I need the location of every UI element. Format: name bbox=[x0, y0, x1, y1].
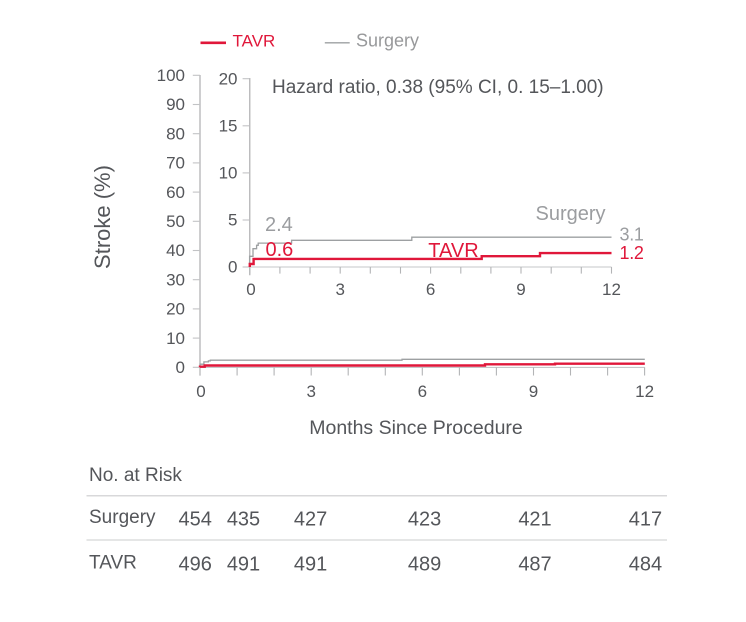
svg-text:6: 6 bbox=[418, 382, 427, 401]
svg-text:Months Since Procedure: Months Since Procedure bbox=[309, 417, 523, 439]
svg-text:487: 487 bbox=[518, 554, 551, 576]
svg-text:90: 90 bbox=[166, 95, 185, 114]
svg-text:9: 9 bbox=[516, 280, 525, 299]
svg-text:417: 417 bbox=[629, 509, 662, 531]
svg-text:427: 427 bbox=[294, 509, 327, 531]
svg-text:3.1: 3.1 bbox=[620, 224, 644, 244]
svg-text:Stroke (%): Stroke (%) bbox=[90, 165, 115, 269]
svg-text:12: 12 bbox=[602, 280, 621, 299]
svg-text:1.2: 1.2 bbox=[620, 243, 644, 263]
svg-text:80: 80 bbox=[166, 124, 185, 143]
svg-text:TAVR: TAVR bbox=[89, 552, 137, 573]
svg-text:TAVR: TAVR bbox=[233, 32, 276, 51]
svg-text:100: 100 bbox=[157, 66, 185, 85]
svg-text:421: 421 bbox=[518, 509, 551, 531]
svg-text:10: 10 bbox=[219, 164, 238, 183]
svg-text:489: 489 bbox=[408, 554, 441, 576]
svg-text:9: 9 bbox=[529, 382, 538, 401]
svg-text:15: 15 bbox=[219, 117, 238, 136]
svg-text:5: 5 bbox=[228, 211, 237, 230]
svg-text:0: 0 bbox=[228, 258, 237, 277]
svg-text:6: 6 bbox=[426, 280, 435, 299]
svg-text:0.6: 0.6 bbox=[266, 239, 294, 261]
svg-text:60: 60 bbox=[166, 183, 185, 202]
svg-text:20: 20 bbox=[166, 300, 185, 319]
svg-text:0: 0 bbox=[176, 358, 185, 377]
svg-text:Surgery: Surgery bbox=[89, 507, 156, 528]
svg-text:3: 3 bbox=[335, 280, 344, 299]
svg-text:454: 454 bbox=[179, 509, 212, 531]
svg-text:70: 70 bbox=[166, 154, 185, 173]
svg-text:496: 496 bbox=[179, 554, 212, 576]
svg-text:No. at Risk: No. at Risk bbox=[89, 465, 182, 486]
svg-text:50: 50 bbox=[166, 212, 185, 231]
svg-text:30: 30 bbox=[166, 270, 185, 289]
svg-text:435: 435 bbox=[227, 509, 260, 531]
svg-text:20: 20 bbox=[219, 69, 238, 88]
svg-text:491: 491 bbox=[294, 554, 327, 576]
svg-text:12: 12 bbox=[635, 382, 654, 401]
svg-text:0: 0 bbox=[196, 382, 205, 401]
svg-text:40: 40 bbox=[166, 241, 185, 260]
svg-text:Surgery: Surgery bbox=[536, 203, 606, 225]
svg-text:423: 423 bbox=[408, 509, 441, 531]
svg-text:2.4: 2.4 bbox=[265, 214, 293, 236]
svg-text:TAVR: TAVR bbox=[428, 240, 478, 262]
svg-text:484: 484 bbox=[629, 554, 662, 576]
svg-text:491: 491 bbox=[227, 554, 260, 576]
svg-text:Hazard ratio, 0.38 (95% CI, 0.: Hazard ratio, 0.38 (95% CI, 0. 15–1.00) bbox=[272, 77, 604, 98]
svg-text:10: 10 bbox=[166, 329, 185, 348]
svg-text:3: 3 bbox=[306, 382, 315, 401]
svg-text:Surgery: Surgery bbox=[356, 31, 419, 51]
svg-text:0: 0 bbox=[246, 280, 255, 299]
